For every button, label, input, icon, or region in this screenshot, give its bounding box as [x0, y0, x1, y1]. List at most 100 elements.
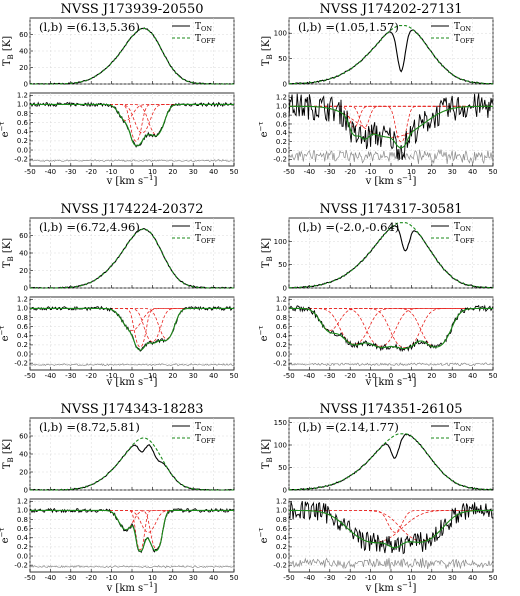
y-tick-label: 0.4	[276, 129, 288, 137]
series-fit-total	[30, 509, 234, 552]
series-fit-total	[30, 307, 234, 351]
y-axis-label-tb: TB [K]	[2, 238, 15, 268]
y-tick-label: 0.0	[276, 552, 287, 560]
y-tick-label: 50	[278, 261, 287, 269]
y-tick-label: 50	[278, 464, 287, 472]
y-tick-label: 0	[24, 285, 28, 293]
series-fit-total	[289, 105, 493, 149]
x-tick-label: -50	[283, 168, 294, 176]
y-tick-label: 1.2	[276, 94, 287, 102]
series-residual	[288, 148, 494, 166]
legend-label-on: TON	[454, 422, 471, 433]
x-tick-label: 40	[468, 372, 477, 380]
x-tick-label: -50	[24, 372, 35, 380]
x-tick-label: -20	[344, 574, 355, 582]
y-tick-label: 0	[283, 81, 287, 89]
x-axis-label: v [km s−1]	[365, 375, 417, 388]
y-axis-label-tb: TB [K]	[2, 36, 15, 66]
y-tick-label: 40	[19, 48, 28, 56]
y-axis-label-tb: TB [K]	[2, 439, 15, 469]
y-tick-label: 0.8	[276, 111, 287, 119]
y-tick-label: 0.4	[276, 332, 288, 340]
y-tick-label: 100	[274, 238, 287, 246]
y-axis-label-tau: e−τ	[0, 326, 11, 342]
x-tick-label: 10	[407, 574, 416, 582]
x-tick-label: 20	[427, 168, 436, 176]
x-tick-label: 40	[209, 168, 218, 176]
y-axis-label-tau: e−τ	[257, 326, 270, 342]
legend-label-on: TON	[195, 422, 212, 433]
x-tick-label: -10	[365, 168, 376, 176]
y-tick-label: 1.0	[17, 101, 28, 109]
y-tick-label: 0.0	[17, 350, 28, 358]
fit-component	[30, 308, 234, 331]
fit-component	[30, 104, 234, 122]
y-tick-label: -0.2	[273, 156, 287, 164]
galactic-coords: (l,b) =(8.72,5.81)	[39, 420, 140, 434]
x-tick-label: -40	[45, 574, 56, 582]
x-tick-label: 40	[468, 168, 477, 176]
legend-label-on: TON	[195, 222, 212, 233]
series-fit-total	[289, 509, 493, 549]
y-tick-label: 0.4	[276, 534, 288, 542]
y-tick-label: 1.0	[17, 507, 28, 515]
x-tick-label: 30	[189, 168, 198, 176]
y-axis-label-tb: TB [K]	[261, 238, 274, 268]
top-panel-frame	[288, 217, 494, 289]
galactic-coords: (l,b) =(2.14,1.77)	[298, 420, 399, 434]
x-tick-label: 40	[209, 574, 218, 582]
x-tick-label: -30	[324, 574, 335, 582]
galactic-coords: (l,b) =(6.13,5.36)	[39, 20, 140, 34]
x-tick-label: 40	[468, 574, 477, 582]
y-axis-label-tb: TB [K]	[261, 36, 274, 66]
series-absorption	[288, 500, 494, 555]
x-tick-label: -20	[344, 168, 355, 176]
y-tick-label: 0.2	[17, 341, 28, 349]
y-tick-label: 0.6	[276, 120, 288, 128]
x-tick-label: 50	[489, 168, 498, 176]
x-tick-label: 10	[148, 574, 157, 582]
chart-title: NVSS J174343-18283	[60, 402, 203, 417]
x-tick-label: -50	[24, 168, 35, 176]
y-tick-label: 0	[24, 81, 28, 89]
y-tick-label: 0.6	[276, 525, 288, 533]
x-tick-label: 30	[189, 574, 198, 582]
x-tick-label: 10	[407, 168, 416, 176]
chart-title: NVSS J174351-26105	[319, 402, 462, 417]
chart-title: NVSS J174317-30581	[319, 202, 462, 217]
x-tick-label: 10	[407, 372, 416, 380]
y-tick-label: -0.2	[273, 359, 287, 367]
x-tick-label: -50	[283, 372, 294, 380]
y-tick-label: -0.2	[273, 561, 287, 569]
series-fit-total	[289, 307, 493, 350]
y-tick-label: 60	[19, 433, 28, 441]
x-tick-label: 50	[230, 372, 239, 380]
x-tick-label: 30	[448, 168, 457, 176]
y-tick-label: 0.0	[17, 552, 28, 560]
series-t-off	[289, 25, 494, 85]
y-tick-label: 0.2	[17, 543, 28, 551]
y-tick-label: 0.4	[17, 128, 29, 136]
y-tick-label: 0.8	[17, 110, 28, 118]
y-tick-label: 0.6	[276, 323, 288, 331]
x-tick-label: -30	[65, 574, 76, 582]
y-tick-label: 60	[19, 31, 28, 39]
series-absorption	[29, 507, 235, 554]
x-tick-label: 40	[209, 372, 218, 380]
y-tick-label: 0.2	[276, 341, 287, 349]
y-tick-label: 1.2	[276, 498, 287, 506]
x-axis-label: v [km s−1]	[365, 174, 417, 187]
y-tick-label: 1.0	[17, 305, 28, 313]
x-tick-label: 0	[389, 574, 393, 582]
legend-label-off: TOFF	[195, 234, 216, 245]
x-tick-label: 20	[168, 168, 177, 176]
series-t-on	[29, 444, 235, 491]
galactic-coords: (l,b) =(6.72,4.96)	[39, 220, 140, 234]
x-tick-label: 10	[148, 168, 157, 176]
x-tick-label: 50	[230, 574, 239, 582]
legend-label-off: TOFF	[454, 234, 475, 245]
x-tick-label: 20	[427, 574, 436, 582]
galactic-coords: (l,b) =(-2.0,-0.64)	[298, 220, 399, 234]
fit-component	[289, 510, 493, 533]
y-tick-label: 0.2	[276, 543, 287, 551]
